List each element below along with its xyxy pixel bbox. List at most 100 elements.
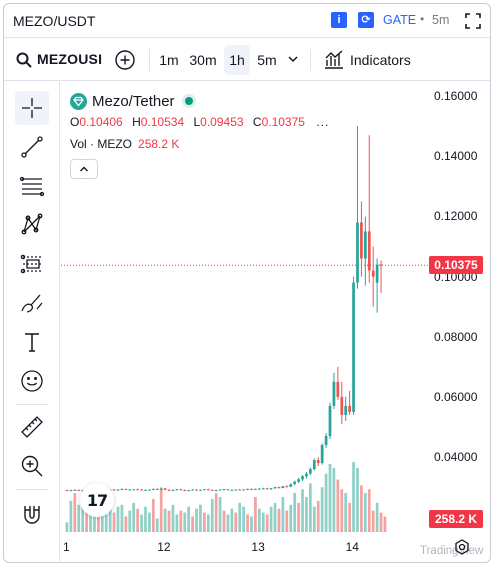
volume-bar: [375, 502, 379, 532]
volume-bar: [191, 516, 194, 532]
separator-dot: •: [420, 12, 425, 26]
timeframe-5m[interactable]: 5m: [257, 52, 277, 68]
volume-bar: [206, 514, 210, 532]
volume-bar: [312, 506, 316, 532]
volume-bar: [269, 506, 273, 532]
brush-tool[interactable]: [15, 286, 49, 320]
y-axis-label: 0.16000: [434, 89, 478, 104]
candle-body: [69, 490, 73, 492]
fullscreen-icon[interactable]: [464, 12, 482, 30]
volume-bar: [73, 493, 77, 532]
text-tool[interactable]: [15, 325, 49, 359]
volume-bar: [124, 516, 128, 532]
low-value: 0.09453: [200, 115, 244, 129]
settings-icon[interactable]: [453, 538, 471, 556]
top-toolbar: MEZOUSI 1m 30m 1h 5m Indicators: [4, 39, 490, 81]
info-icon[interactable]: i: [331, 12, 347, 28]
candle-body: [195, 489, 198, 491]
symbol-search[interactable]: MEZOUSI: [37, 51, 103, 67]
exchange-link[interactable]: GATE: [383, 13, 417, 27]
pair-title[interactable]: MEZO/USDT: [13, 13, 96, 29]
candle-body: [206, 489, 210, 491]
candle-body: [159, 488, 163, 490]
chart-pane[interactable]: Mezo/Tether O0.10406 H0.10534 L0.09453 C…: [61, 82, 490, 563]
candle-body: [312, 460, 316, 470]
magnet-icon: [24, 506, 40, 524]
timeframe-1h[interactable]: 1h: [224, 45, 250, 75]
candle-body: [352, 282, 355, 412]
chevron-down-icon[interactable]: [286, 52, 300, 66]
crosshair-icon: [22, 98, 42, 118]
candle-body: [265, 488, 269, 490]
forecast-icon: [20, 254, 41, 274]
candle-body: [112, 489, 116, 491]
candle-body: [230, 489, 234, 491]
ruler-tool[interactable]: [15, 410, 49, 444]
ohlc-values: O0.10406 H0.10534 L0.09453 C0.10375 ...: [70, 115, 329, 131]
volume-value: 258.2 K: [138, 137, 180, 151]
volume-bar: [301, 489, 304, 532]
search-icon[interactable]: [15, 51, 33, 69]
close-key: C: [252, 115, 262, 129]
legend-title[interactable]: Mezo/Tether: [92, 92, 175, 110]
volume-bar: [69, 500, 73, 532]
timeframe-30m[interactable]: 30m: [189, 52, 217, 68]
volume-bar: [238, 502, 242, 532]
pattern-tool[interactable]: [15, 208, 49, 242]
volume-bar: [116, 506, 120, 532]
volume-bar: [328, 463, 332, 532]
candle-body: [191, 489, 194, 491]
sync-icon[interactable]: ⟳: [358, 12, 374, 28]
candle-body: [277, 487, 281, 489]
volume-label[interactable]: Vol · MEZO: [70, 137, 133, 151]
candle-body: [151, 488, 155, 490]
candle-body: [261, 488, 265, 490]
candle-body: [65, 490, 69, 492]
volume-bar: [254, 497, 257, 532]
candlestick-chart[interactable]: [61, 82, 490, 563]
fib-tool[interactable]: [15, 169, 49, 203]
candle-body: [360, 222, 363, 259]
candle-body: [148, 489, 151, 491]
candle-body: [371, 270, 375, 277]
timeframe-1m[interactable]: 1m: [159, 52, 179, 68]
volume-bar: [297, 502, 300, 532]
candle-body: [375, 264, 379, 283]
candle-body: [285, 486, 289, 488]
crosshair-tool[interactable]: [15, 91, 49, 125]
volume-bar: [128, 510, 132, 532]
volume-bar: [151, 498, 155, 532]
trend-line-tool[interactable]: [15, 130, 49, 164]
indicators-button[interactable]: Indicators: [350, 52, 411, 68]
candle-body: [144, 489, 147, 491]
volume-bar: [230, 508, 234, 532]
zoom-tool[interactable]: [15, 449, 49, 483]
tradingview-logo-icon[interactable]: 17: [80, 483, 114, 517]
indicators-icon[interactable]: [323, 50, 345, 70]
volume-bar: [85, 506, 88, 532]
compare-plus-icon[interactable]: [114, 49, 136, 71]
volume-bar: [257, 508, 261, 532]
emoji-tool[interactable]: [15, 364, 49, 398]
forecast-tool[interactable]: [15, 247, 49, 281]
candle-body: [73, 489, 77, 491]
volume-bar: [108, 495, 112, 532]
text-icon: [25, 333, 39, 352]
fib-lines-icon: [19, 176, 45, 197]
candle-body: [128, 489, 132, 491]
close-value: 0.10375: [261, 115, 305, 129]
volume-bar: [309, 483, 312, 532]
open-key: O: [70, 115, 80, 129]
smiley-icon: [21, 370, 43, 392]
volume-legend: Vol · MEZO 258.2 K: [70, 137, 329, 153]
toolbar-divider: [149, 49, 150, 71]
collapse-legend-button[interactable]: [70, 159, 98, 179]
magnet-tool[interactable]: [15, 498, 49, 532]
mezo-logo-icon: [70, 92, 87, 110]
volume-bar: [340, 489, 344, 532]
volume-bar: [226, 514, 230, 532]
more-values[interactable]: ...: [316, 115, 330, 129]
volume-bar: [155, 518, 159, 532]
volume-tag: 258.2 K: [429, 510, 483, 528]
x-axis-label: 13: [251, 540, 265, 554]
